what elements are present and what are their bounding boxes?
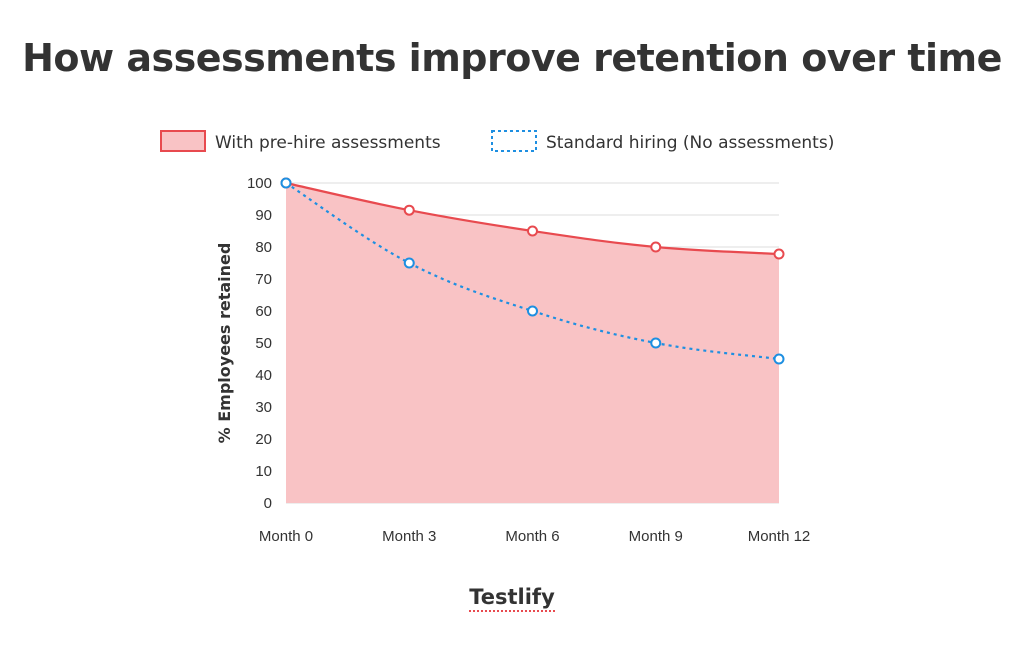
y-tick-label: 60: [255, 303, 272, 320]
y-tick-label: 50: [255, 335, 272, 352]
x-tick-label: Month 12: [748, 528, 811, 545]
x-tick-label: Month 3: [382, 528, 436, 545]
y-tick-label: 0: [264, 495, 272, 512]
data-point: [527, 225, 538, 237]
data-point: [403, 257, 415, 269]
legend-label-with-assessments: With pre-hire assessments: [215, 133, 441, 153]
x-tick-label: Month 9: [629, 528, 683, 545]
brand-logo: Testlify: [0, 585, 1024, 613]
brand-name: Testlify: [469, 585, 555, 613]
data-point: [280, 177, 292, 189]
data-point: [773, 248, 785, 260]
y-tick-label: 70: [255, 271, 272, 288]
x-axis-ticks: Month 0 Month 3 Month 6 Month 9 Month 12: [259, 528, 810, 545]
y-tick-label: 40: [255, 367, 272, 384]
data-point: [773, 353, 785, 365]
y-tick-label: 30: [255, 399, 272, 416]
legend-swatch-with-assessments: [160, 130, 206, 152]
y-axis-label: % Employees retained: [215, 243, 234, 444]
chart-title: How assessments improve retention over t…: [22, 36, 1002, 80]
y-tick-label: 100: [247, 175, 272, 192]
points-layer: [280, 177, 785, 365]
data-point: [650, 337, 662, 349]
y-tick-label: 80: [255, 239, 272, 256]
data-point: [650, 241, 662, 253]
legend: With pre-hire assessments Standard hirin…: [160, 130, 834, 153]
data-point: [527, 305, 538, 317]
y-tick-label: 20: [255, 431, 272, 448]
x-tick-label: Month 6: [505, 528, 559, 545]
legend-swatch-standard-hiring: [491, 130, 537, 152]
series-line-1: [285, 182, 780, 361]
x-tick-label: Month 0: [259, 528, 313, 545]
data-point: [403, 204, 415, 216]
y-tick-label: 10: [255, 463, 272, 480]
y-axis-ticks: 0 10 20 30 40 50 60 70 80 90 100: [247, 175, 272, 512]
legend-label-standard-hiring: Standard hiring (No assessments): [546, 133, 834, 153]
y-tick-label: 90: [255, 207, 272, 224]
